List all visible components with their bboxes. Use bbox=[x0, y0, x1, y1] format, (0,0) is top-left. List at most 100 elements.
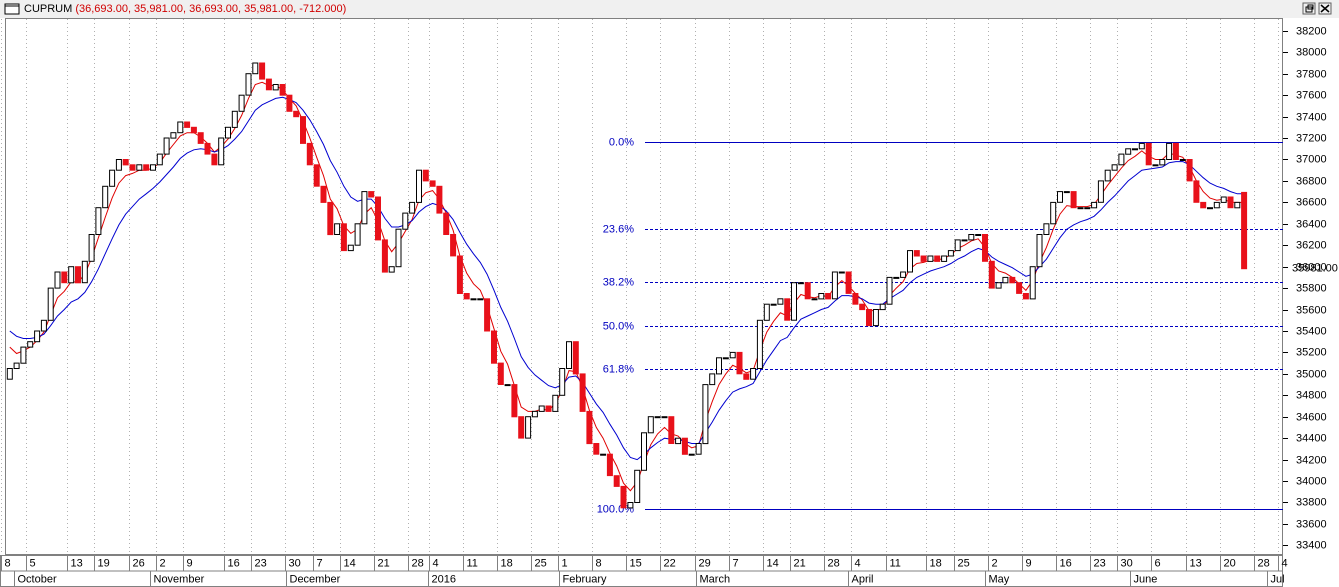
candle-body bbox=[988, 260, 995, 289]
candle-body bbox=[852, 293, 859, 305]
y-tick-label: 36600 bbox=[1296, 196, 1327, 208]
x-tick-label: 30 bbox=[289, 557, 301, 569]
candle-body bbox=[702, 384, 709, 445]
x-tick-label: 5 bbox=[30, 557, 36, 569]
candle-body bbox=[791, 282, 797, 321]
candle-body bbox=[913, 250, 920, 257]
candle-body bbox=[450, 234, 457, 257]
candle-body bbox=[1118, 153, 1125, 166]
candle-body bbox=[306, 142, 313, 166]
candle-body bbox=[68, 266, 75, 284]
candle-body bbox=[347, 244, 354, 252]
candle-body bbox=[975, 234, 982, 236]
candle-body bbox=[340, 223, 347, 252]
restore-button[interactable] bbox=[1302, 2, 1316, 15]
candle-body bbox=[941, 255, 948, 262]
candle-body bbox=[177, 121, 184, 134]
candle-body bbox=[763, 303, 770, 321]
candle-body bbox=[1077, 207, 1084, 210]
x-tick-label: 11 bbox=[890, 557, 901, 569]
x-tick-label: 7 bbox=[317, 557, 323, 569]
candle-body bbox=[593, 443, 600, 455]
x-tick-label: 4 bbox=[1282, 557, 1288, 569]
candle-body bbox=[238, 94, 245, 112]
candle-body bbox=[34, 330, 41, 343]
candle-body bbox=[163, 137, 170, 155]
candle-body bbox=[947, 250, 954, 257]
candle-body bbox=[1132, 148, 1138, 151]
x-tick-label: 18 bbox=[501, 557, 513, 569]
candle-body bbox=[866, 309, 872, 327]
x-tick-label: 4 bbox=[433, 557, 439, 569]
candle-body bbox=[531, 410, 538, 418]
candle-body bbox=[95, 207, 102, 235]
candle-body bbox=[136, 164, 143, 171]
candle-body bbox=[88, 234, 95, 262]
y-tick-label: 33400 bbox=[1296, 539, 1327, 551]
candle-body bbox=[681, 437, 688, 455]
candle-body bbox=[1063, 191, 1070, 194]
candle-body bbox=[627, 502, 634, 509]
candle-body bbox=[538, 405, 545, 412]
candle-body bbox=[709, 373, 716, 386]
candle-body bbox=[1179, 159, 1186, 161]
candle-body bbox=[797, 282, 804, 285]
x-tick-label: 16 bbox=[228, 557, 240, 569]
y-tick-label: 35400 bbox=[1296, 325, 1327, 337]
y-tick-label: 37400 bbox=[1296, 111, 1327, 123]
x-tick-label: 15 bbox=[630, 557, 642, 569]
moving-average-line bbox=[9, 96, 1245, 461]
candle-body bbox=[1213, 201, 1220, 209]
candle-body bbox=[647, 416, 654, 434]
fib-label: 38.2% bbox=[603, 276, 634, 288]
x-tick-label: 18 bbox=[930, 557, 942, 569]
x-tick-label: 21 bbox=[378, 557, 390, 569]
x-tick-label: 8 bbox=[596, 557, 602, 569]
candle-body bbox=[572, 341, 579, 375]
candle-body bbox=[716, 357, 722, 375]
candle-body bbox=[1057, 191, 1063, 203]
title-bar bbox=[0, 0, 1339, 18]
y-tick-label: 35800 bbox=[1296, 282, 1327, 294]
candle-body bbox=[300, 116, 306, 144]
y-tick-label: 33800 bbox=[1296, 496, 1327, 508]
month-label: October bbox=[18, 573, 57, 585]
candle-body bbox=[231, 110, 238, 128]
candle-body bbox=[361, 191, 368, 225]
candle-body bbox=[477, 298, 484, 301]
candle-body bbox=[804, 282, 811, 300]
x-tick-label: 22 bbox=[664, 557, 676, 569]
candle-body bbox=[954, 239, 961, 252]
candle-layer bbox=[6, 62, 1248, 509]
candle-body bbox=[736, 351, 743, 375]
candle-body bbox=[606, 453, 613, 477]
x-tick-label: 13 bbox=[71, 557, 83, 569]
candle-body bbox=[1193, 180, 1200, 203]
candle-body bbox=[265, 78, 272, 91]
candle-body bbox=[422, 169, 429, 182]
candle-body bbox=[1200, 201, 1207, 209]
candle-body bbox=[272, 84, 279, 91]
x-tick-label: 20 bbox=[1224, 557, 1236, 569]
candle-body bbox=[13, 362, 20, 370]
x-tick-label: 14 bbox=[767, 557, 779, 569]
chart-title: CUPRUM (36,693.00, 35,981.00, 36,693.00,… bbox=[24, 3, 346, 15]
candle-body bbox=[286, 94, 293, 112]
candle-body bbox=[982, 234, 988, 262]
candle-body bbox=[1016, 282, 1023, 294]
close-button[interactable] bbox=[1318, 2, 1332, 15]
candle-body bbox=[566, 341, 572, 370]
x-tick-label: 19 bbox=[98, 557, 110, 569]
candle-body bbox=[170, 132, 177, 139]
candle-body bbox=[497, 362, 504, 386]
candle-body bbox=[688, 453, 695, 456]
candle-body bbox=[416, 169, 422, 203]
candle-body bbox=[818, 293, 825, 300]
candle-body bbox=[641, 432, 647, 471]
candle-body bbox=[443, 212, 450, 236]
candle-body bbox=[27, 341, 34, 348]
x-tick-label: 28 bbox=[1258, 557, 1270, 569]
candle-body bbox=[279, 84, 286, 96]
y-tick-label: 34200 bbox=[1296, 454, 1327, 466]
